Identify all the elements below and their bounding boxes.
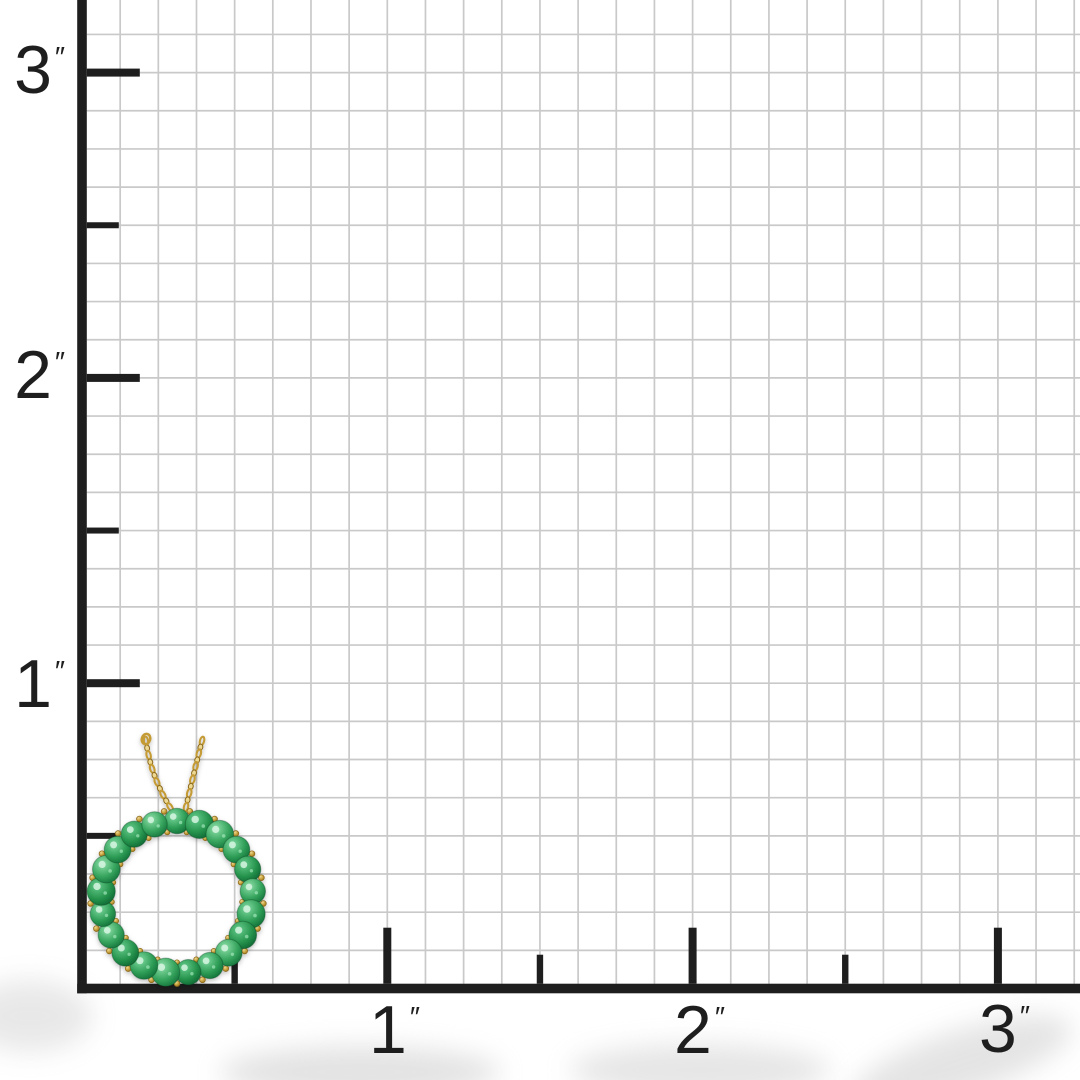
emerald-stone: [86, 876, 116, 906]
y-axis-label-2in-number: 2: [14, 337, 52, 413]
inch-mark: ″: [54, 656, 65, 688]
inch-mark: ″: [409, 1002, 420, 1034]
emerald-stone: [97, 921, 125, 949]
y-axis-bar: [77, 0, 87, 994]
necklace-photo: [86, 732, 267, 987]
y-axis-label-3in: 3 ″: [14, 36, 65, 104]
x-axis-label-3in: 3 ″: [979, 995, 1030, 1063]
x-axis-label-2in: 2 ″: [674, 996, 725, 1064]
emerald-stone: [234, 855, 262, 883]
y-axis-label-1in-number: 1: [14, 646, 52, 722]
y-axis-label-3in-number: 3: [14, 32, 52, 108]
y-axis-label-1in: 1 ″: [14, 650, 65, 718]
gemstone-circle-pendant: [86, 807, 267, 987]
chain: [140, 732, 206, 813]
x-axis-label-1in: 1 ″: [369, 996, 420, 1064]
inch-mark: ″: [54, 42, 65, 74]
emerald-stone: [120, 820, 148, 848]
inch-mark: ″: [714, 1002, 725, 1034]
y-axis-ticks: [86, 68, 140, 839]
emerald-stone: [141, 811, 168, 838]
chain-strand-right: [182, 735, 206, 813]
inch-mark: ″: [54, 347, 65, 379]
inch-mark: ″: [1019, 1001, 1030, 1033]
emerald-stone: [163, 807, 191, 835]
x-axis-label-2in-number: 2: [674, 992, 712, 1068]
emerald-stone: [196, 951, 224, 980]
emerald-stone: [175, 959, 202, 986]
chain-strand-left: [140, 732, 174, 812]
x-axis-bar: [77, 983, 1080, 994]
axes: [77, 0, 1080, 994]
y-axis-label-2in: 2 ″: [14, 341, 65, 409]
emerald-stone: [222, 835, 251, 864]
emerald-stones: [86, 807, 267, 987]
background-shadow-smudges: [0, 980, 1072, 1080]
x-axis-ticks: [231, 927, 1002, 984]
grid-lines: [86, 0, 1080, 984]
x-axis-label-1in-number: 1: [369, 992, 407, 1068]
x-axis-label-3in-number: 3: [979, 991, 1017, 1067]
